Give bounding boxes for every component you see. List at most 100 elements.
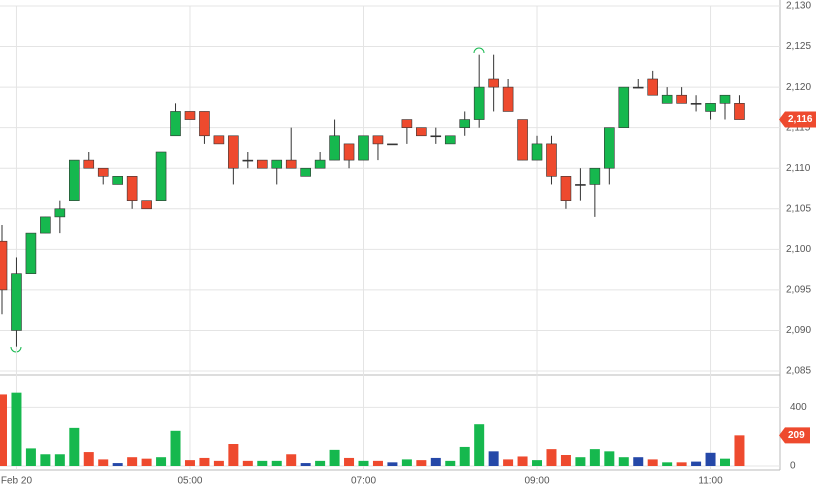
candle-body bbox=[358, 135, 369, 161]
volume-marker-box bbox=[779, 427, 810, 444]
candle-body bbox=[632, 86, 644, 89]
volume-bar bbox=[401, 459, 412, 466]
volume-bar bbox=[720, 458, 730, 466]
x-tick-label: Feb 20 bbox=[1, 476, 33, 487]
candle-body bbox=[97, 167, 109, 177]
x-tick-label: 11:00 bbox=[698, 476, 723, 487]
candle-body bbox=[343, 143, 355, 161]
candle-body bbox=[199, 111, 210, 137]
volume-bar bbox=[0, 394, 7, 466]
candle-body bbox=[459, 119, 471, 128]
candle-body bbox=[0, 240, 8, 291]
volume-bar bbox=[329, 449, 340, 466]
candle-body bbox=[228, 135, 239, 169]
x-tick-label: 05:00 bbox=[177, 476, 202, 487]
candle-body bbox=[604, 127, 615, 169]
candle-body bbox=[560, 176, 572, 201]
volume-bar bbox=[372, 460, 383, 466]
volume-bar bbox=[604, 451, 615, 466]
candle-body bbox=[213, 135, 225, 145]
candle-body bbox=[647, 78, 659, 96]
volume-bar bbox=[213, 460, 224, 466]
candle-body bbox=[285, 159, 297, 169]
candle-body bbox=[126, 176, 138, 201]
candle-body bbox=[372, 135, 384, 145]
volume-bar bbox=[459, 446, 470, 466]
volume-bar bbox=[315, 460, 326, 466]
candle-body bbox=[473, 86, 485, 120]
candle-body bbox=[300, 167, 311, 177]
volume-bar bbox=[257, 460, 268, 466]
volume-bar bbox=[54, 454, 65, 466]
candle-body bbox=[54, 208, 66, 218]
y-tick-label: 2,105 bbox=[786, 203, 811, 214]
volume-bar bbox=[271, 460, 282, 466]
volume-bar bbox=[705, 452, 716, 466]
candle-body bbox=[734, 103, 745, 120]
volume-bar bbox=[228, 444, 239, 466]
volume-bar bbox=[387, 462, 398, 466]
candle-body bbox=[661, 94, 673, 104]
candle-body bbox=[170, 111, 181, 137]
volume-bar bbox=[445, 460, 456, 466]
volume-bar bbox=[691, 461, 702, 466]
candle-body bbox=[155, 151, 167, 201]
volume-bar bbox=[488, 451, 499, 466]
volume-bar bbox=[560, 455, 571, 466]
candle-body bbox=[387, 143, 398, 146]
candle-body bbox=[502, 86, 514, 112]
volume-bar bbox=[156, 457, 167, 466]
volume-bar bbox=[40, 454, 51, 466]
volume-tick-label: 400 bbox=[790, 402, 807, 413]
candle-body bbox=[618, 86, 630, 128]
x-tick-label: 07:00 bbox=[351, 476, 376, 487]
candle-body bbox=[256, 159, 268, 169]
volume-bar bbox=[358, 460, 369, 466]
candle-body bbox=[329, 135, 340, 161]
volume-bar bbox=[25, 448, 36, 466]
volume-bar bbox=[112, 463, 123, 466]
volume-bar bbox=[517, 456, 528, 466]
candle-body bbox=[271, 159, 283, 169]
candle-body bbox=[719, 94, 731, 104]
y-tick-label: 2,110 bbox=[786, 163, 811, 174]
volume-bar bbox=[575, 457, 586, 466]
volume-bar bbox=[546, 449, 557, 466]
volume-bar bbox=[503, 459, 514, 466]
y-tick-label: 2,085 bbox=[786, 366, 811, 377]
candle-body bbox=[314, 159, 326, 169]
volume-bar bbox=[416, 460, 427, 466]
candle-body bbox=[25, 232, 37, 274]
candle-body bbox=[676, 94, 687, 104]
candle-body bbox=[112, 176, 123, 185]
volume-bar bbox=[734, 435, 745, 466]
volume-bar bbox=[647, 459, 658, 466]
price-marker-box bbox=[779, 111, 816, 128]
volume-bar bbox=[589, 449, 600, 466]
volume-bar bbox=[618, 457, 629, 466]
volume-bar bbox=[199, 457, 210, 466]
volume-bar bbox=[69, 427, 80, 466]
volume-bar bbox=[300, 463, 311, 466]
candle-body bbox=[141, 200, 152, 210]
candle-body bbox=[517, 119, 528, 161]
candle-body bbox=[690, 103, 702, 105]
y-tick-label: 2,125 bbox=[786, 41, 811, 52]
candle-body bbox=[488, 78, 499, 88]
y-tick-label: 2,095 bbox=[786, 285, 811, 296]
candle-body bbox=[589, 167, 601, 185]
candle-body bbox=[242, 159, 254, 162]
price-marker-label: 2,116 bbox=[788, 114, 813, 125]
volume-bar bbox=[344, 457, 355, 466]
volume-bar bbox=[11, 392, 22, 466]
volume-bar bbox=[474, 424, 485, 466]
candle-body bbox=[705, 103, 716, 112]
candle-body bbox=[430, 135, 442, 138]
volume-bar bbox=[676, 462, 687, 466]
volume-marker-label: 209 bbox=[788, 430, 805, 441]
volume-tick-label: 0 bbox=[790, 461, 796, 472]
volume-bar bbox=[127, 457, 138, 466]
candle-body bbox=[416, 127, 427, 137]
y-tick-label: 2,090 bbox=[786, 325, 811, 336]
volume-bar bbox=[83, 452, 94, 466]
